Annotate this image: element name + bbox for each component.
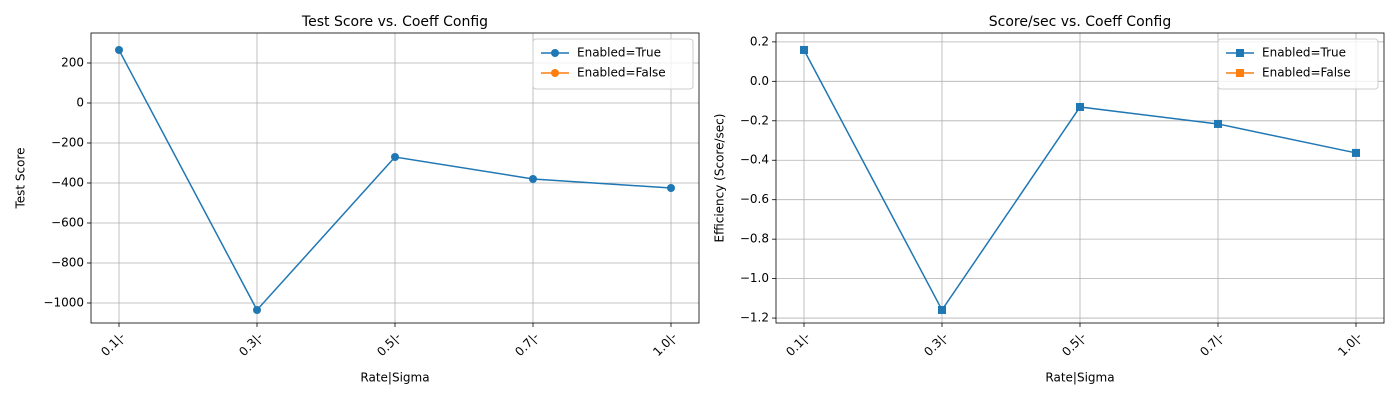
x-tick-label: 0.1|- (98, 330, 127, 359)
plot-frame (90, 32, 700, 324)
x-tick-label: 0.1|- (783, 330, 812, 359)
x-tick-label: 0.3|- (921, 330, 950, 359)
y-tick-label: −200 (51, 136, 84, 150)
x-tick-label: 0.7|- (512, 330, 541, 359)
x-axis-label: Rate|Sigma (360, 371, 429, 385)
y-tick-label: 0.2 (750, 34, 769, 48)
data-point (1214, 119, 1222, 128)
y-tick-label: −400 (51, 176, 84, 190)
data-point (938, 305, 946, 314)
y-tick-label: −0.6 (740, 192, 769, 206)
data-point (1352, 148, 1360, 157)
legend-label: Enabled=False (577, 66, 666, 80)
legend-label: Enabled=True (577, 46, 661, 60)
x-tick-label: 0.5|- (1059, 330, 1088, 359)
legend-marker (551, 49, 559, 57)
x-tick-label: 1.0|- (1335, 330, 1364, 359)
y-tick-label: −800 (51, 256, 84, 270)
legend-label: Enabled=False (1262, 66, 1351, 80)
y-axis-label: Test Score (14, 147, 28, 209)
y-tick-label: −1.2 (740, 311, 769, 325)
y-tick-label: −1.0 (740, 271, 769, 285)
plot-frame (775, 32, 1385, 324)
x-tick-label: 0.5|- (374, 330, 403, 359)
data-point (115, 46, 123, 54)
chart-title: Score/sec vs. Coeff Config (989, 14, 1171, 30)
data-point (667, 184, 675, 192)
y-tick-label: −0.4 (740, 153, 769, 167)
legend-marker (1236, 49, 1244, 57)
data-point (391, 153, 399, 161)
data-point (253, 306, 261, 314)
legend-marker (551, 69, 559, 77)
y-tick-label: −600 (51, 216, 84, 230)
legend-marker (1236, 69, 1244, 77)
legend-box (1217, 38, 1379, 90)
y-tick-label: 0 (76, 96, 84, 110)
x-tick-label: 0.7|- (1197, 330, 1226, 359)
y-tick-label: −0.8 (740, 232, 769, 246)
x-axis-label: Rate|Sigma (1045, 371, 1114, 385)
y-axis-label: Efficiency (Score/sec) (713, 114, 727, 243)
data-point (1076, 102, 1084, 111)
data-point (800, 45, 808, 54)
y-tick-label: 0.0 (750, 74, 769, 88)
y-tick-label: −0.2 (740, 113, 769, 127)
y-tick-label: 200 (61, 56, 84, 70)
x-tick-label: 0.3|- (236, 330, 265, 359)
x-tick-label: 1.0|- (650, 330, 679, 359)
data-point (529, 175, 537, 183)
y-tick-label: −1000 (43, 296, 84, 310)
chart-title: Test Score vs. Coeff Config (301, 14, 488, 30)
legend-label: Enabled=True (1262, 46, 1346, 60)
legend-box (532, 38, 694, 90)
